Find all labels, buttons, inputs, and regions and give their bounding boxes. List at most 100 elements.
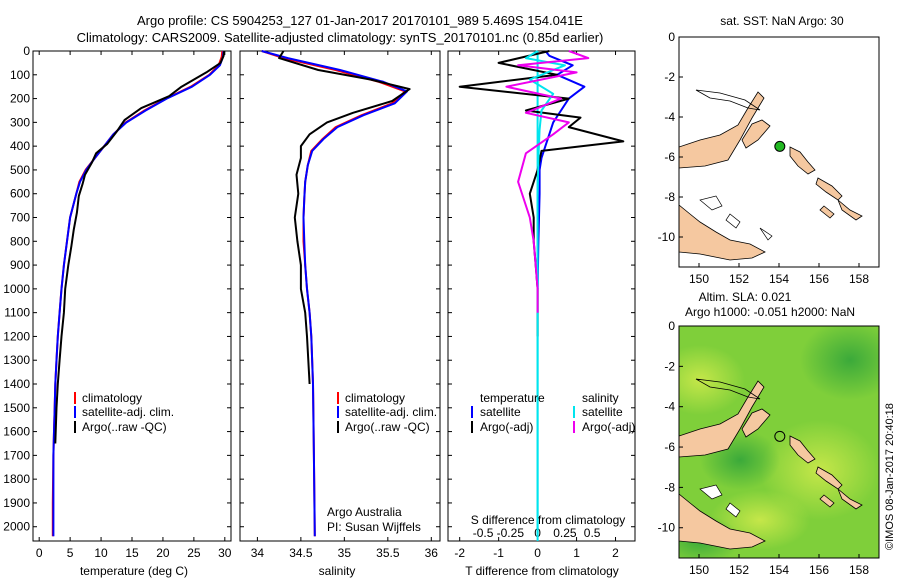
- series-line-salinity-argo-adj-: [505, 50, 590, 313]
- y-tick-label: 0: [23, 44, 30, 58]
- legend-label-satellite: satellite-adj. clim.: [82, 405, 174, 419]
- y-tick-label: 900: [10, 258, 30, 272]
- s-tick-label: 0.5: [584, 526, 601, 540]
- y-tick-label: 1200: [3, 329, 30, 343]
- map-y-tick-label: -10: [658, 521, 676, 535]
- y-tick-label: 1100: [4, 306, 30, 320]
- difference-panel: [447, 50, 636, 542]
- map-x-tick-label: 150: [689, 272, 709, 286]
- difference-xlabel: T difference from climatology: [465, 564, 619, 578]
- y-tick-label: 2000: [3, 520, 30, 534]
- map-y-tick-label: 0: [668, 30, 675, 44]
- reef-outlines: [699, 195, 773, 241]
- legend-label-argo: Argo(..raw -QC): [345, 420, 430, 434]
- x-tick-label: 2: [612, 546, 619, 560]
- legend-title-temperature: temperature: [480, 391, 545, 405]
- map-y-tick-label: -4: [664, 400, 675, 414]
- map-x-tick-label: 154: [769, 272, 789, 286]
- sst-map-axes: 150 152 154 156 158 0 -2 -4 -6 -8 -10: [658, 30, 870, 286]
- series-line-satellite-adj-clim-: [52, 50, 225, 537]
- new-guinea-landmass: [679, 91, 765, 169]
- x-tick-label: 15: [125, 546, 139, 560]
- solomon-islands: [815, 466, 863, 510]
- new-britain-island: [741, 119, 771, 149]
- sla-low-anomaly-patch: [800, 326, 879, 400]
- salinity-panel: [239, 50, 441, 542]
- x-tick-label: 10: [94, 546, 108, 560]
- series-line-salinity-satellite: [524, 50, 566, 537]
- difference-legend: temperature salinity satellite Argo(-adj…: [471, 391, 635, 434]
- new-ireland-island: [695, 89, 761, 111]
- legend-label-climatology: climatology: [82, 391, 142, 405]
- sla-map-subtitle: Argo h1000: -0.051 h2000: NaN: [685, 305, 855, 319]
- map-x-tick-label: 152: [729, 272, 749, 286]
- new-guinea-landmass: [679, 380, 765, 458]
- map-y-tick-label: -4: [664, 110, 675, 124]
- series-line-temperature-satellite: [536, 50, 586, 289]
- sst-map-title: sat. SST: NaN Argo: 30: [720, 14, 844, 28]
- x-tick-label: 5: [67, 546, 74, 560]
- bougainville-island: [789, 146, 816, 175]
- legend-label-salinity-argo: Argo(-adj): [582, 420, 635, 434]
- figure-title-line1: Argo profile: CS 5904253_127 01-Jan-2017…: [137, 13, 583, 28]
- y-tick-label: 800: [10, 234, 30, 248]
- temperature-xlabel: temperature (deg C): [80, 564, 188, 578]
- y-tick-label: 500: [10, 163, 30, 177]
- map-x-tick-label: 156: [809, 563, 829, 577]
- map-y-tick-label: -8: [664, 480, 675, 494]
- map-x-tick-label: 150: [689, 563, 709, 577]
- map-y-tick-label: -2: [664, 70, 675, 84]
- credit-text: Argo Australia: [327, 505, 402, 519]
- series-line-argo-raw-qc-: [278, 50, 411, 385]
- y-tick-label: 1800: [3, 472, 30, 486]
- x-tick-label: 35: [338, 546, 352, 560]
- map-x-tick-label: 158: [849, 563, 869, 577]
- legend-label-satellite: satellite-adj. clim.: [345, 405, 437, 419]
- argo-float-marker: [774, 430, 786, 442]
- map-y-tick-label: -6: [664, 150, 675, 164]
- imos-timestamp: ©IMOS 08-Jan-2017 20:40:18: [884, 403, 896, 550]
- y-tick-label: 1900: [3, 496, 30, 510]
- series-line-climatology: [261, 50, 407, 537]
- x-tick-label: 34.5: [289, 546, 313, 560]
- y-tick-label: 1600: [3, 425, 30, 439]
- sla-map: [679, 326, 879, 558]
- temperature-layer: 0100200300400500600700800900100011001200…: [3, 44, 232, 560]
- pi-text: PI: Susan Wijffels: [327, 520, 421, 534]
- map-x-tick-label: 154: [769, 563, 789, 577]
- y-tick-label: 300: [10, 115, 30, 129]
- temperature-panel: [32, 50, 232, 542]
- sla-high-anomaly-patch: [679, 345, 745, 415]
- salinity-legend: climatology satellite-adj. clim. Argo(..…: [337, 391, 437, 434]
- x-tick-label: 0: [534, 546, 541, 560]
- map-x-tick-label: 158: [849, 272, 869, 286]
- legend-label-temperature-satellite: satellite: [480, 405, 521, 419]
- x-tick-label: 20: [156, 546, 170, 560]
- map-x-tick-label: 152: [729, 563, 749, 577]
- legend-label-temperature-argo: Argo(-adj): [480, 420, 533, 434]
- series-line-climatology: [51, 50, 224, 537]
- x-tick-label: 36: [425, 546, 439, 560]
- y-tick-label: 400: [10, 139, 30, 153]
- new-britain-island: [741, 408, 771, 438]
- legend-label-salinity-satellite: satellite: [582, 405, 623, 419]
- x-tick-label: 35.5: [376, 546, 400, 560]
- y-tick-label: 1400: [3, 377, 30, 391]
- y-tick-label: 1700: [3, 448, 30, 462]
- temperature-legend: climatology satellite-adj. clim. Argo(..…: [74, 391, 174, 434]
- salinity-xlabel: salinity: [319, 564, 356, 578]
- series-line-satellite-adj-clim-: [261, 50, 408, 537]
- x-tick-label: 0: [36, 546, 43, 560]
- legend-label-climatology: climatology: [345, 391, 405, 405]
- papua-southern-coast: [679, 204, 766, 261]
- papua-southern-coast: [679, 493, 766, 550]
- legend-title-salinity: salinity: [582, 391, 619, 405]
- bougainville-island: [789, 435, 816, 464]
- map-y-tick-label: 0: [668, 319, 675, 333]
- y-tick-label: 1500: [3, 401, 30, 415]
- map-y-tick-label: -6: [664, 440, 675, 454]
- y-tick-label: 700: [10, 211, 30, 225]
- s-tick-label: 0.25: [553, 526, 577, 540]
